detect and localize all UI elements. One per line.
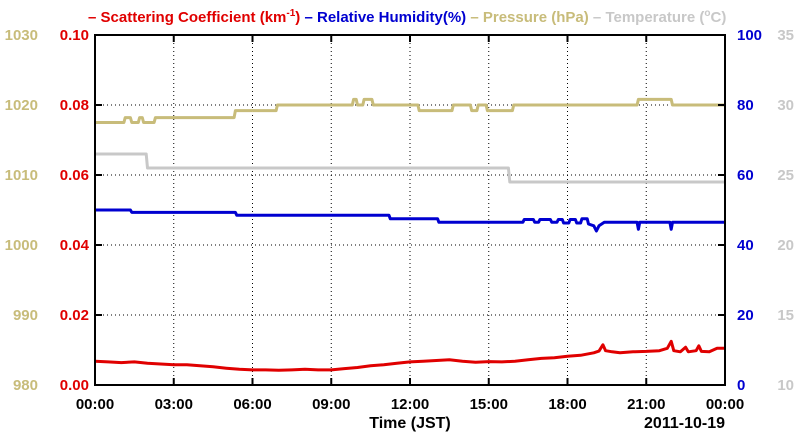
series-line-scattering (94, 339, 725, 372)
legend-label-temperature: Temperature ( (605, 9, 704, 26)
grid-lines (95, 35, 725, 385)
x-tick-label: 15:00 (470, 396, 508, 413)
y-axes: 0.000.020.040.060.080.109809901000101010… (5, 27, 794, 394)
legend-marker-temperature: – (589, 9, 606, 26)
y-tick-label-temperature: 15 (777, 307, 794, 324)
legend-superscript: -1 (286, 8, 295, 19)
y-tick-label-temperature: 20 (777, 237, 794, 254)
y-tick-label-scattering: 0.02 (60, 307, 89, 324)
x-tick-label: 21:00 (627, 396, 665, 413)
y-tick-label-humidity: 60 (737, 167, 754, 184)
x-tick-label: 18:00 (548, 396, 586, 413)
y-tick-label-pressure: 980 (13, 377, 38, 394)
x-tick-label: 03:00 (155, 396, 193, 413)
y-tick-label-humidity: 40 (737, 237, 754, 254)
x-axis-title: Time (JST) (369, 415, 451, 432)
y-tick-label-humidity: 0 (737, 377, 745, 394)
y-tick-label-pressure: 1020 (5, 97, 38, 114)
x-tick-label: 06:00 (233, 396, 271, 413)
legend-label-scattering: Scattering Coefficient (km (101, 9, 287, 26)
x-tick-label: 12:00 (391, 396, 429, 413)
series-line-pressure (95, 97, 725, 124)
y-tick-label-scattering: 0.04 (60, 237, 90, 254)
y-tick-label-pressure: 1010 (5, 167, 38, 184)
y-tick-label-temperature: 30 (777, 97, 794, 114)
y-tick-label-scattering: 0.10 (60, 27, 89, 44)
date-label: 2011-10-19 (644, 415, 725, 432)
y-tick-label-temperature: 35 (777, 27, 794, 44)
legend-superscript: o (704, 8, 710, 19)
series-line-humidity (95, 208, 725, 233)
legend-label-suffix: ) (295, 9, 300, 26)
y-tick-label-temperature: 25 (777, 167, 794, 184)
legend-marker-scattering: – (88, 9, 101, 26)
legend-marker-humidity: – (300, 9, 317, 26)
y-tick-label-scattering: 0.00 (60, 377, 89, 394)
y-tick-label-temperature: 10 (777, 377, 794, 394)
series-layer (94, 97, 725, 372)
legend-label-pressure: Pressure (hPa) (483, 9, 589, 26)
y-tick-label-humidity: 20 (737, 307, 754, 324)
legend-label-humidity: Relative Humidity(%) (317, 9, 466, 26)
legend-label-suffix: C) (710, 9, 726, 26)
x-tick-label: 09:00 (312, 396, 350, 413)
series-line-temperature (95, 152, 725, 184)
x-axis: 00:00 03:00 06:00 09:00 12:00 15:00 18:00 21:00… (76, 35, 744, 413)
y-tick-label-humidity: 80 (737, 97, 754, 114)
x-tick-label: 00:00 (706, 396, 744, 413)
legend-marker-pressure: – (466, 9, 483, 26)
y-tick-label-pressure: 990 (13, 307, 38, 324)
y-tick-label-scattering: 0.06 (60, 167, 89, 184)
y-tick-label-pressure: 1000 (5, 237, 38, 254)
y-tick-label-scattering: 0.08 (60, 97, 89, 114)
chart-legend: – Scattering Coefficient (km-1) – Relati… (88, 8, 726, 26)
legend-text: – Scattering Coefficient (km-1) – Relati… (88, 8, 726, 26)
x-tick-label: 00:00 (76, 396, 114, 413)
y-tick-label-humidity: 100 (737, 27, 762, 44)
y-tick-label-pressure: 1030 (5, 27, 38, 44)
